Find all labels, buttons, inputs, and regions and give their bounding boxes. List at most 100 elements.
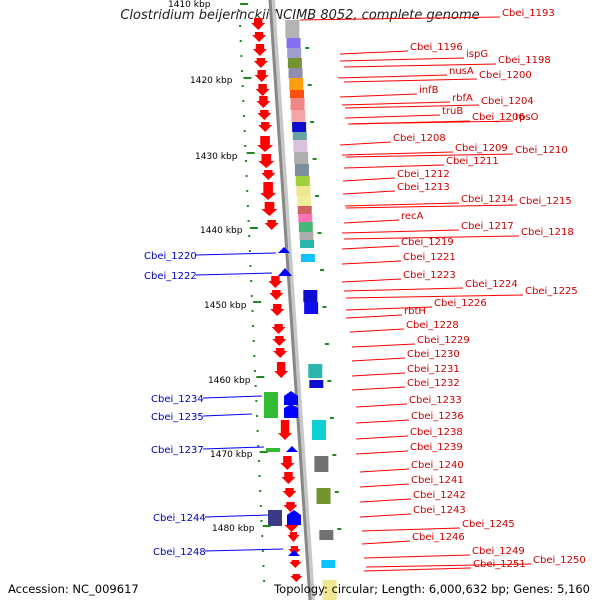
label-leader-line — [345, 306, 433, 311]
feature-block — [291, 110, 306, 122]
feature-block — [292, 132, 307, 140]
label-leader-line — [345, 314, 403, 319]
feature-block — [294, 164, 309, 176]
forward-gene-arrow — [274, 362, 289, 378]
ruler-dot — [246, 205, 249, 207]
gene-label: ispG — [466, 49, 488, 60]
kbp-ruler: 1410 kbp 1420 kbp 1430 kbp 1440 kbp 1450 kbp… — [168, 0, 342, 582]
forward-gene-arrow — [268, 276, 283, 288]
feature-block — [297, 196, 312, 206]
feature-block — [288, 68, 303, 78]
label-leader-line — [361, 540, 411, 545]
gene-label: truB — [442, 106, 463, 117]
label-leader-line — [359, 483, 410, 488]
ruler-dot — [259, 490, 262, 492]
backbone-line — [268, 0, 312, 600]
label-leader-line — [361, 527, 461, 532]
ruler-dot — [240, 55, 243, 57]
gene-label: Cbei_1235 — [151, 412, 204, 423]
feature-block — [298, 222, 313, 232]
reverse-gene-arrow — [287, 510, 301, 525]
forward-gene-arrow — [278, 420, 292, 440]
feature-block — [266, 448, 280, 452]
feature-block — [304, 302, 319, 314]
forward-gene-arrow — [272, 336, 287, 346]
ruler-dot — [263, 580, 266, 582]
reverse-gene-arrow — [278, 268, 292, 276]
forward-gene-arrow — [273, 348, 288, 358]
feature-block — [294, 152, 309, 164]
label-leader-line — [363, 554, 471, 559]
reverse-gene-labels: Cbei_1220 Cbei_1222 Cbei_1234 Cbei_1235 Cbei… — [144, 251, 284, 558]
ruler-dot — [257, 460, 260, 462]
label-leader-line — [365, 563, 532, 568]
label-leader-line — [343, 63, 497, 68]
ruler-dot — [250, 280, 253, 282]
label-leader-line — [195, 252, 277, 256]
ruler-dot — [261, 535, 264, 537]
gene-label: Cbei_1244 — [153, 513, 206, 524]
forward-gene-arrow — [264, 220, 279, 230]
forward-gene-arrow — [290, 574, 303, 582]
gene-label: Cbei_1213 — [397, 182, 450, 193]
gene-label: rbtH — [404, 306, 426, 317]
label-leader-line — [341, 278, 402, 283]
gene-label: Cbei_1239 — [410, 442, 463, 453]
label-leader-line — [343, 164, 445, 169]
gene-label: Cbei_1249 — [472, 546, 525, 557]
ruler-dot — [238, 10, 241, 12]
gene-label: infB — [419, 85, 439, 96]
gene-label: Cbei_1237 — [151, 445, 204, 456]
gene-label: Cbei_1196 — [410, 42, 463, 53]
gene-label: Cbei_1211 — [446, 156, 499, 167]
ruler-label: 1420 kbp — [190, 76, 233, 86]
ruler-label: 1480 kbp — [212, 524, 255, 534]
gene-label: Cbei_1210 — [515, 145, 568, 156]
gene-label: Cbei_1229 — [417, 335, 470, 346]
feature-block — [312, 420, 326, 440]
forward-gene-arrow — [256, 96, 271, 108]
ruler-dot — [262, 565, 265, 567]
label-leader-line — [359, 513, 412, 518]
forward-gene-arrow — [254, 70, 269, 82]
feature-block — [321, 560, 336, 568]
ruler-dot — [255, 415, 258, 417]
forward-gene-arrow — [281, 472, 296, 484]
label-leader-line — [202, 413, 253, 417]
gene-label: Cbei_1208 — [393, 133, 446, 144]
gene-label: Cbei_1219 — [401, 237, 454, 248]
gene-label: Cbei_1206 — [472, 112, 525, 123]
label-leader-line — [341, 245, 400, 250]
feature-block — [286, 38, 301, 48]
label-leader-line — [355, 419, 410, 424]
feature-block — [299, 232, 314, 240]
feature-block — [296, 186, 311, 196]
feature-block — [300, 254, 315, 262]
gene-label: Cbei_1240 — [411, 460, 464, 471]
ruler-dot — [252, 340, 255, 342]
gene-label: Cbei_1222 — [144, 271, 197, 282]
gene-label: Cbei_1200 — [479, 70, 532, 81]
ruler-dot — [254, 385, 257, 387]
ruler-dot — [246, 190, 249, 192]
backbone-shadow — [269, 0, 315, 600]
gene-label: Cbei_1225 — [525, 286, 578, 297]
ruler-dot — [243, 130, 246, 132]
label-leader-line — [355, 450, 409, 455]
feature-block — [308, 364, 323, 378]
gene-label: Cbei_1236 — [411, 411, 464, 422]
gene-label: Cbei_1241 — [411, 475, 464, 486]
gene-label: recA — [401, 211, 424, 222]
feature-block — [300, 240, 314, 248]
label-leader-line — [344, 104, 480, 109]
feature-block — [292, 122, 307, 132]
reverse-gene-arrow — [284, 391, 298, 405]
feature-block — [290, 90, 304, 98]
forward-gene-arrow — [258, 122, 273, 132]
forward-gene-arrow — [252, 32, 267, 42]
ruler-dot — [241, 70, 244, 72]
reverse-gene-arrow — [286, 446, 298, 452]
gene-label: Cbei_1234 — [151, 394, 204, 405]
ruler-dot — [249, 265, 252, 267]
forward-gene-arrow — [261, 202, 278, 216]
